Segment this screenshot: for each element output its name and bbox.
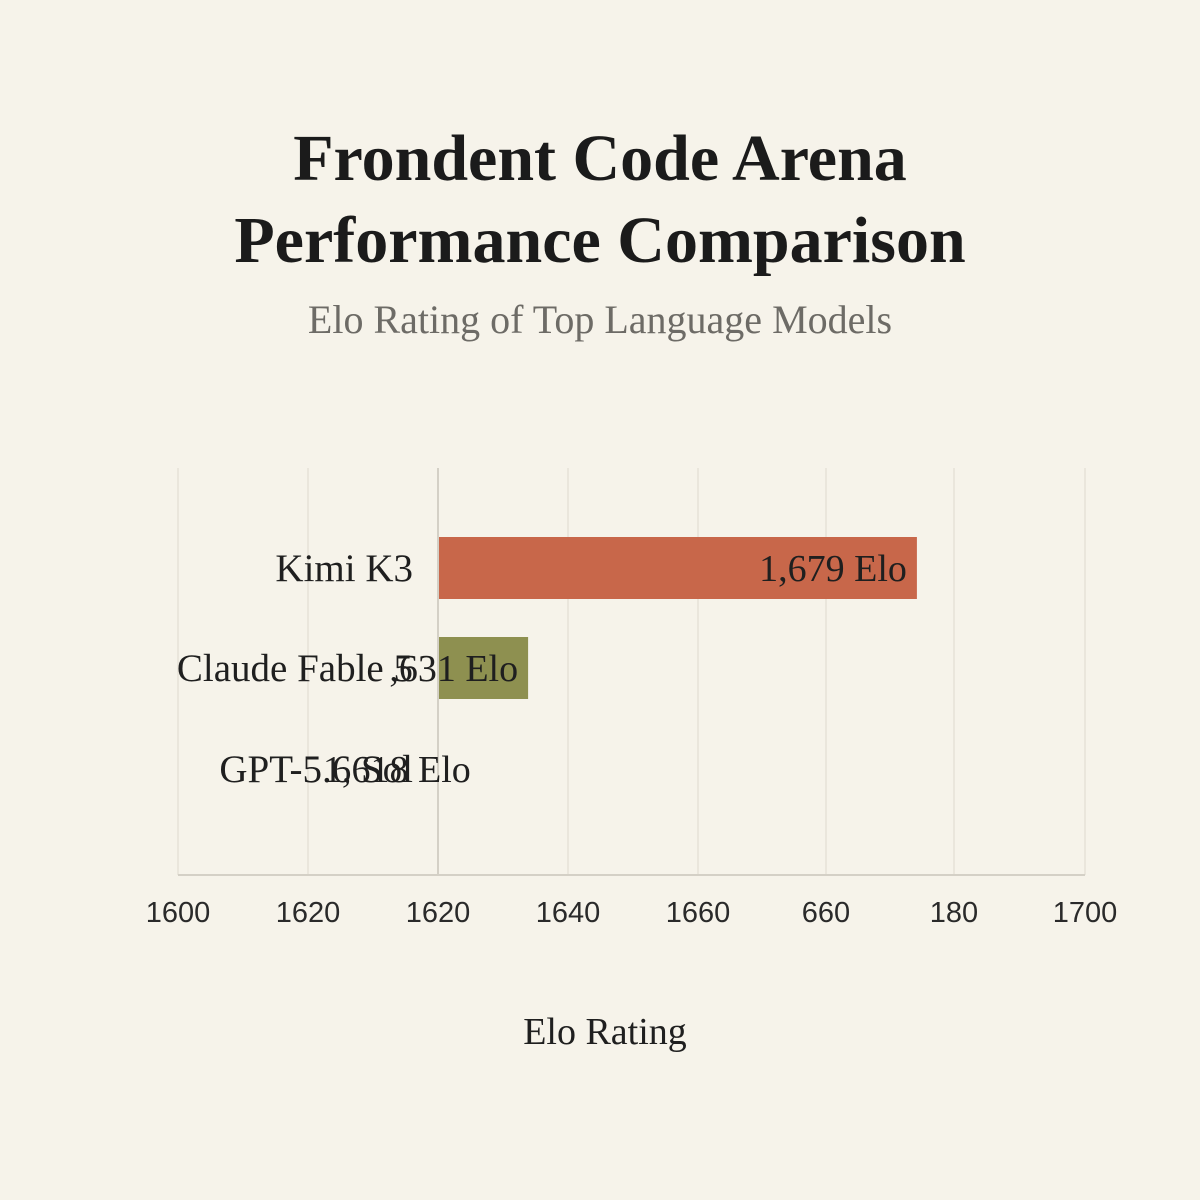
x-tick-label-7: 1700 (1053, 897, 1118, 929)
category-label-0: Kimi K3 (275, 547, 413, 590)
value-label-0: 1,679 Elo (759, 548, 907, 590)
chart-title-line-1: Frondent Code Arena (293, 122, 907, 195)
chart-title: Frondent Code Arena Performance Comparis… (0, 118, 1200, 282)
x-tick-label-4: 1660 (666, 897, 731, 929)
x-tick-label-6: 180 (930, 897, 978, 929)
bar-0 (439, 537, 917, 599)
x-tick-label-0: 1600 (146, 897, 211, 929)
category-label-2: GPT-5.6 Sol (219, 748, 413, 791)
value-label-1: ,631 Elo (389, 648, 518, 690)
chart-title-line-2: Performance Comparison (234, 204, 966, 277)
x-tick-label-1: 1620 (276, 897, 341, 929)
value-label-2: 1,618 Elo (323, 749, 471, 791)
x-tick-label-3: 1640 (536, 897, 601, 929)
x-axis-title: Elo Rating (523, 1011, 687, 1053)
chart-subtitle: Elo Rating of Top Language Models (307, 297, 893, 342)
x-tick-label-5: 660 (802, 897, 850, 929)
bar-1 (439, 637, 529, 699)
x-tick-label-2: 1620 (406, 897, 471, 929)
category-label-1: Claude Fable 5 (177, 647, 413, 690)
